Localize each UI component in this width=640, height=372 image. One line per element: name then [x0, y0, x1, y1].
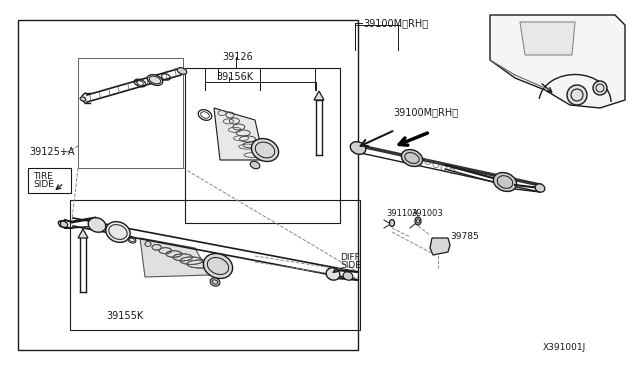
Ellipse shape — [343, 272, 353, 280]
Ellipse shape — [58, 221, 68, 227]
Polygon shape — [520, 22, 575, 55]
Ellipse shape — [177, 68, 187, 74]
Bar — [70, 200, 360, 330]
Ellipse shape — [493, 173, 516, 192]
Text: 39110A: 39110A — [386, 208, 418, 218]
Ellipse shape — [210, 278, 220, 286]
Ellipse shape — [252, 138, 278, 161]
Text: 39785: 39785 — [450, 231, 479, 241]
Circle shape — [593, 81, 607, 95]
Text: SIDE: SIDE — [33, 180, 54, 189]
Text: 39156K: 39156K — [216, 72, 253, 82]
Text: X391001J: X391001J — [543, 343, 586, 353]
Ellipse shape — [80, 97, 86, 101]
Polygon shape — [430, 238, 450, 255]
Polygon shape — [78, 229, 88, 238]
Polygon shape — [140, 238, 210, 277]
Bar — [78, 58, 183, 168]
Ellipse shape — [106, 222, 130, 243]
Text: 39155K: 39155K — [106, 311, 143, 321]
Bar — [28, 168, 71, 193]
Text: 39125+A: 39125+A — [29, 147, 74, 157]
Polygon shape — [314, 91, 324, 100]
Bar — [18, 20, 358, 350]
Ellipse shape — [88, 218, 106, 232]
Ellipse shape — [415, 217, 421, 225]
Text: 39100M〈RH〉: 39100M〈RH〉 — [393, 107, 458, 117]
Ellipse shape — [390, 219, 394, 227]
Ellipse shape — [350, 142, 365, 154]
Ellipse shape — [401, 150, 422, 167]
Text: 391003: 391003 — [411, 208, 443, 218]
Circle shape — [567, 85, 587, 105]
Text: SIDE: SIDE — [340, 260, 361, 269]
Bar — [185, 68, 340, 223]
Ellipse shape — [326, 268, 340, 280]
Polygon shape — [490, 15, 625, 108]
Bar — [78, 58, 183, 168]
Ellipse shape — [250, 161, 260, 169]
Text: 39100M〈RH〉: 39100M〈RH〉 — [363, 18, 428, 28]
Ellipse shape — [535, 184, 545, 192]
Text: TIRE: TIRE — [33, 171, 53, 180]
Text: 39126: 39126 — [222, 52, 253, 62]
Text: DIFF: DIFF — [340, 253, 360, 262]
Ellipse shape — [204, 254, 232, 279]
Ellipse shape — [147, 74, 163, 86]
Polygon shape — [214, 108, 264, 160]
